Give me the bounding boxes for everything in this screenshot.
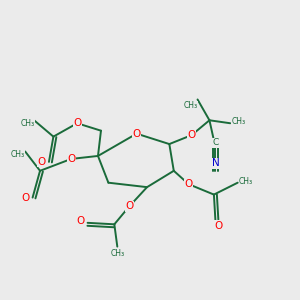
Text: CH₃: CH₃ — [232, 117, 246, 126]
Text: O: O — [73, 118, 81, 128]
Text: CH₃: CH₃ — [110, 249, 124, 258]
Text: O: O — [133, 129, 141, 139]
Text: CH₃: CH₃ — [20, 119, 34, 128]
Text: O: O — [188, 130, 196, 140]
Text: C: C — [212, 138, 218, 147]
Text: O: O — [76, 216, 84, 226]
Text: CH₃: CH₃ — [11, 150, 25, 159]
Text: CH₃: CH₃ — [239, 177, 253, 186]
Text: O: O — [125, 202, 133, 212]
Text: O: O — [67, 154, 75, 164]
Text: CH₃: CH₃ — [184, 101, 198, 110]
Text: O: O — [38, 157, 46, 167]
Text: O: O — [21, 193, 29, 202]
Text: O: O — [214, 221, 223, 231]
Text: N: N — [212, 158, 219, 168]
Text: O: O — [184, 179, 193, 189]
